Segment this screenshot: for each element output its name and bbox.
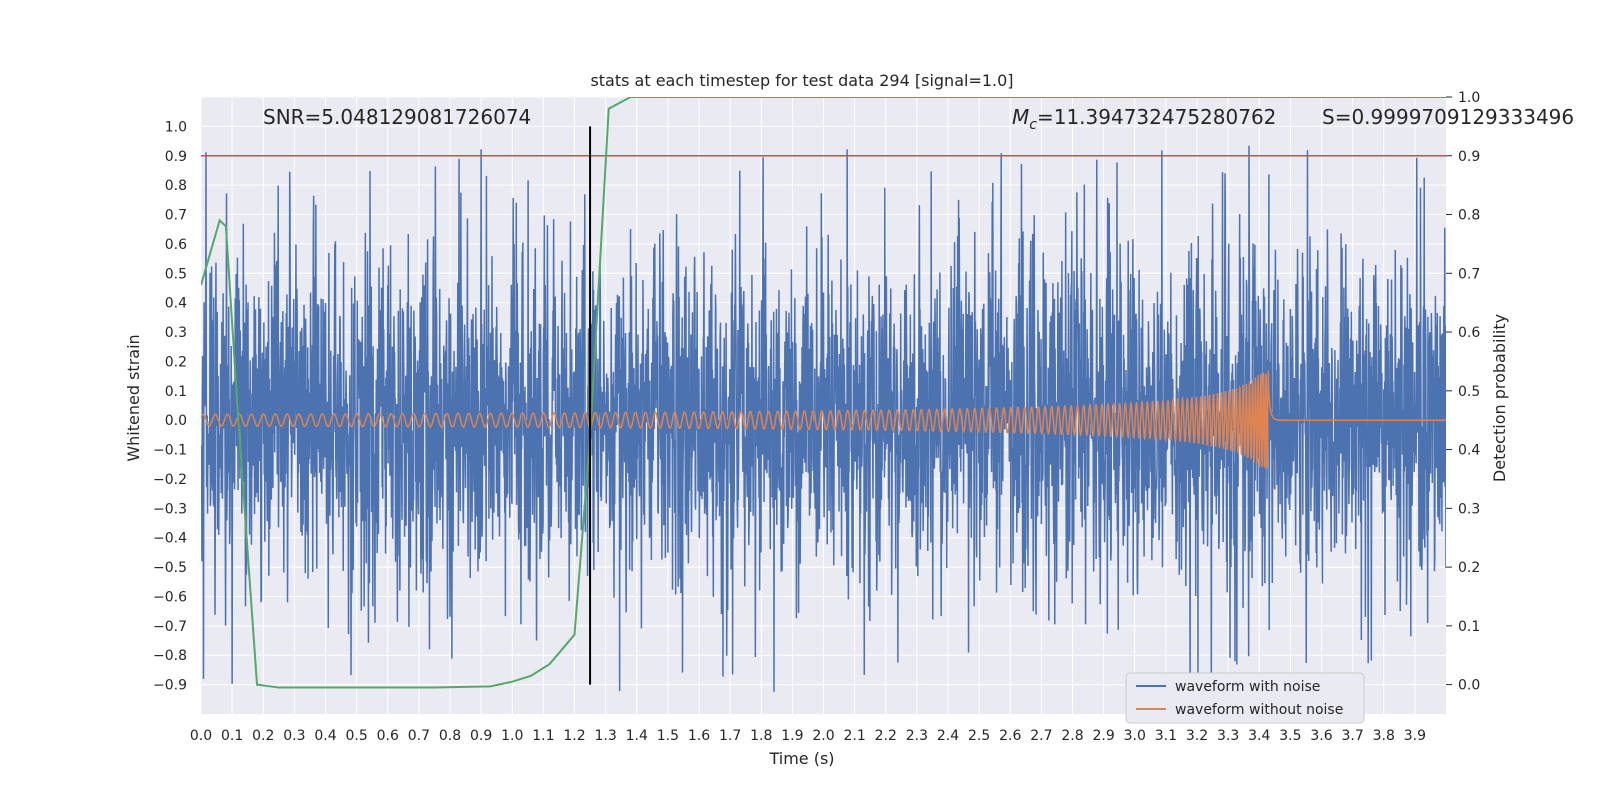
- x-tick-label: 2.8: [1061, 728, 1083, 744]
- x-tick-label: 0.9: [470, 728, 492, 744]
- x-tick-label: 1.7: [719, 728, 741, 744]
- y-tick-label: −0.4: [153, 531, 187, 547]
- y-right-tick-label: 0.8: [1458, 208, 1480, 224]
- x-tick-label: 2.6: [999, 728, 1021, 744]
- y-right-tick-label: 0.4: [1458, 443, 1480, 459]
- y-tick-label: 0.6: [165, 237, 187, 253]
- y-tick-label: 0.1: [165, 384, 187, 400]
- y-tick-label: 0.0: [165, 413, 187, 429]
- noise-waveform-line: [201, 145, 1446, 701]
- y-tick-label: 0.9: [165, 149, 187, 165]
- x-tick-label: 1.9: [781, 728, 803, 744]
- legend-box: [1125, 672, 1365, 724]
- x-tick-label: 1.3: [594, 728, 616, 744]
- x-tick-label: 2.4: [937, 728, 959, 744]
- x-tick-label: 1.2: [563, 728, 585, 744]
- s-annotation: S=0.9999709129333496: [1322, 105, 1574, 129]
- legend-label-signal: waveform without noise: [1175, 702, 1343, 718]
- legend-label-noise: waveform with noise: [1175, 679, 1320, 695]
- x-tick-label: 2.5: [968, 728, 990, 744]
- y-right-axis-label: Detection probability: [1490, 314, 1509, 482]
- snr-annotation: SNR=5.048129081726074: [263, 105, 531, 129]
- y-right-axis-ticks: 1.0 0.9 0.8 0.7 0.6 0.5 0.4 0.3 0.2 0.1 0.0: [1446, 90, 1480, 694]
- x-tick-label: 2.3: [906, 728, 928, 744]
- y-right-tick-label: 0.9: [1458, 149, 1480, 165]
- chart-title: stats at each timestep for test data 294…: [590, 71, 1013, 90]
- y-tick-label: −0.8: [153, 648, 187, 664]
- chirp-mass-subscript: c: [1029, 117, 1037, 133]
- x-tick-label: 1.0: [501, 728, 523, 744]
- y-tick-label: 0.4: [165, 296, 187, 312]
- x-tick-label: 2.1: [843, 728, 865, 744]
- x-tick-label: 3.0: [1124, 728, 1146, 744]
- chirp-mass-value: =11.394732475280762: [1037, 105, 1276, 129]
- x-tick-label: 3.8: [1373, 728, 1395, 744]
- y-tick-label: −0.2: [153, 472, 187, 488]
- x-tick-label: 0.5: [345, 728, 367, 744]
- y-right-tick-label: 0.1: [1458, 619, 1480, 635]
- y-right-tick-label: 0.2: [1458, 560, 1480, 576]
- x-axis-ticks: 0.0 0.1 0.2 0.3 0.4 0.5 0.6 0.7 0.8 0.9 1.0 1.1 1.2 1…: [190, 728, 1426, 744]
- x-tick-label: 3.1: [1155, 728, 1177, 744]
- x-tick-label: 0.7: [408, 728, 430, 744]
- x-tick-label: 3.3: [1217, 728, 1239, 744]
- x-tick-label: 0.8: [439, 728, 461, 744]
- legend: waveform with noise waveform without noi…: [1125, 672, 1365, 724]
- x-tick-label: 0.3: [283, 728, 305, 744]
- y-tick-label: 1.0: [165, 119, 187, 135]
- x-tick-label: 1.5: [657, 728, 679, 744]
- detection-probability-line: [201, 97, 1446, 689]
- x-tick-label: 3.7: [1341, 728, 1363, 744]
- y-tick-label: −0.6: [153, 589, 187, 605]
- x-tick-label: 1.8: [750, 728, 772, 744]
- y-tick-label: 0.2: [165, 354, 187, 370]
- y-tick-label: 0.7: [165, 208, 187, 224]
- plot-area: [201, 97, 1446, 701]
- x-tick-label: 2.7: [1030, 728, 1052, 744]
- signal-waveform-line: [201, 370, 1446, 470]
- x-tick-label: 1.4: [626, 728, 648, 744]
- y-right-tick-label: 1.0: [1458, 90, 1480, 106]
- x-tick-label: 3.9: [1404, 728, 1426, 744]
- y-axis-ticks: 1.0 0.9 0.8 0.7 0.6 0.5 0.4 0.3 0.2 0.1 0.0 −0.1 −0.…: [153, 119, 187, 693]
- y-tick-label: −0.7: [153, 619, 187, 635]
- x-tick-label: 1.6: [688, 728, 710, 744]
- y-tick-label: −0.1: [153, 443, 187, 459]
- x-tick-label: 3.5: [1279, 728, 1301, 744]
- y-tick-label: −0.9: [153, 678, 187, 694]
- x-tick-label: 2.0: [812, 728, 834, 744]
- x-tick-label: 0.1: [221, 728, 243, 744]
- x-tick-label: 3.2: [1186, 728, 1208, 744]
- y-right-tick-label: 0.3: [1458, 501, 1480, 517]
- x-tick-label: 3.4: [1248, 728, 1270, 744]
- x-tick-label: 0.0: [190, 728, 212, 744]
- x-tick-label: 2.2: [875, 728, 897, 744]
- x-tick-label: 0.4: [314, 728, 336, 744]
- y-right-tick-label: 0.6: [1458, 325, 1480, 341]
- y-tick-label: 0.3: [165, 325, 187, 341]
- y-right-tick-label: 0.5: [1458, 384, 1480, 400]
- y-tick-label: 0.8: [165, 178, 187, 194]
- x-tick-label: 1.1: [532, 728, 554, 744]
- x-tick-label: 0.2: [252, 728, 274, 744]
- y-tick-label: −0.3: [153, 501, 187, 517]
- y-tick-label: −0.5: [153, 560, 187, 576]
- x-tick-label: 0.6: [377, 728, 399, 744]
- y-axis-label: Whitened strain: [124, 334, 143, 461]
- y-right-tick-label: 0.0: [1458, 678, 1480, 694]
- chirp-mass-symbol: M: [1012, 105, 1029, 129]
- x-tick-label: 2.9: [1092, 728, 1114, 744]
- x-axis-label: Time (s): [768, 749, 834, 768]
- y-tick-label: 0.5: [165, 266, 187, 282]
- y-right-tick-label: 0.7: [1458, 266, 1480, 282]
- chirp-mass-annotation: Mc=11.394732475280762: [1012, 105, 1276, 133]
- x-tick-label: 3.6: [1310, 728, 1332, 744]
